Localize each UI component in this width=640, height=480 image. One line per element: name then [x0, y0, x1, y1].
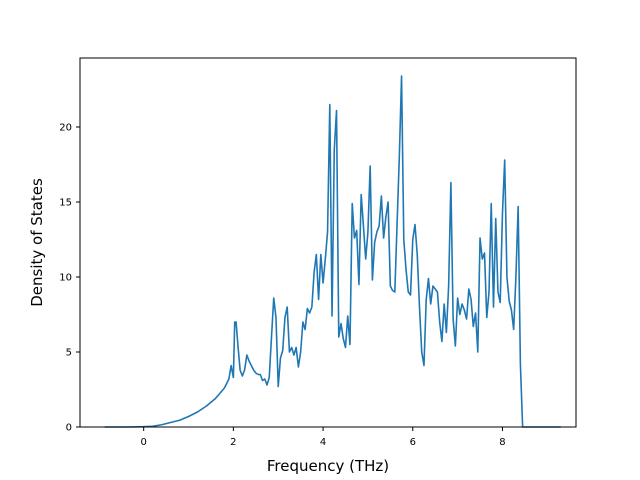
y-tick-label: 10 [59, 273, 72, 284]
y-tick-label: 15 [59, 198, 72, 209]
y-axis-label: Density of States [28, 178, 46, 307]
x-tick-label: 4 [320, 437, 326, 448]
dos-series-line-0 [104, 75, 561, 428]
x-tick-label: 6 [410, 437, 416, 448]
x-axis-label: Frequency (THz) [267, 457, 389, 475]
y-tick-label: 0 [66, 423, 72, 434]
x-tick-label: 8 [499, 437, 505, 448]
y-tick-label: 20 [59, 123, 72, 134]
x-tick-label: 2 [230, 437, 236, 448]
x-tick-label: 0 [140, 437, 146, 448]
axes-frame [79, 57, 577, 428]
axis-ticks: 0 2 4 6 8 0 5 10 15 20 [59, 123, 505, 449]
plot-lines [104, 75, 561, 428]
y-tick-label: 5 [66, 348, 72, 359]
